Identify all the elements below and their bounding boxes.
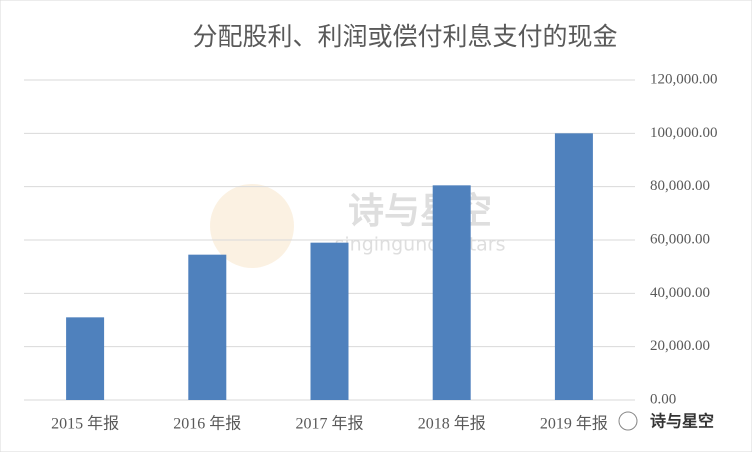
y-tick-label: 120,000.00 xyxy=(650,71,718,87)
y-tick-label: 20,000.00 xyxy=(650,338,710,354)
bar xyxy=(310,242,349,400)
y-tick-label: 60,000.00 xyxy=(650,231,710,247)
bar xyxy=(188,254,227,400)
y-tick-label: 100,000.00 xyxy=(650,125,718,141)
bar xyxy=(66,317,105,400)
watermark-icon xyxy=(210,184,294,268)
x-tick-label: 2015 年报 xyxy=(51,415,119,433)
y-tick-label: 0.00 xyxy=(650,391,676,407)
x-tick-label: 2017 年报 xyxy=(295,415,363,433)
x-tick-label: 2018 年报 xyxy=(418,415,486,433)
watermark-subtext: singingunderstars xyxy=(334,234,505,256)
y-tick-label: 80,000.00 xyxy=(650,178,710,194)
x-tick-label: 2016 年报 xyxy=(173,415,241,433)
bar xyxy=(432,185,471,400)
logo-text: 诗与星空 xyxy=(650,412,714,431)
y-tick-label: 40,000.00 xyxy=(650,285,710,301)
chart-title: 分配股利、利润或偿付利息支付的现金 xyxy=(192,22,617,51)
bar xyxy=(554,133,593,401)
x-tick-label: 2019 年报 xyxy=(540,415,608,433)
logo-icon xyxy=(618,411,638,431)
